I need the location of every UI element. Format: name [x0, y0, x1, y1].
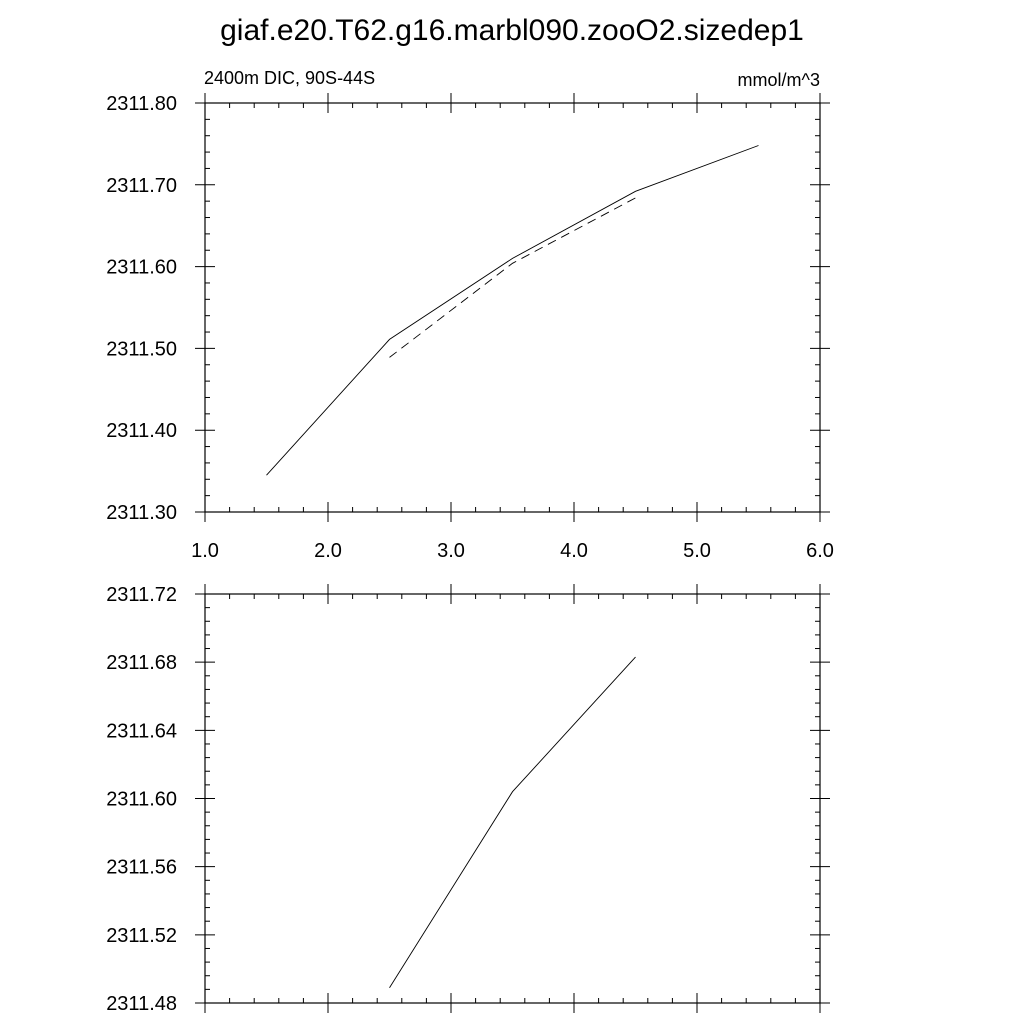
x-tick-label: 4.0: [560, 540, 588, 562]
x-tick-label: 2.0: [314, 540, 342, 562]
series-line-solid: [389, 656, 636, 988]
x-tick-label: 5.0: [683, 540, 711, 562]
y-tick-label: 2311.30: [106, 502, 177, 524]
y-tick-label: 2311.68: [106, 652, 177, 674]
panel-1-units-label: mmol/m^3: [738, 70, 820, 90]
x-tick-label: 1.0: [191, 540, 219, 562]
panel-1-plot: 1.0 2.0 3.0 4.0 5.0 6.0 2311.30 2311.40 2311.50 2…: [106, 93, 834, 562]
y-tick-label: 2311.72: [106, 584, 177, 606]
x-tick-label: 6.0: [806, 540, 834, 562]
y-tick-label: 2311.60: [106, 257, 177, 279]
y-tick-label: 2311.64: [106, 720, 177, 742]
panel-1-left-label: 2400m DIC, 90S-44S: [204, 68, 375, 88]
plot-frame: [204, 593, 821, 1004]
y-tick-label: 2311.60: [106, 789, 177, 811]
series-line-dashed: [389, 197, 636, 358]
y-tick-label: 2311.48: [106, 993, 177, 1015]
panel-2-plot: 2311.48 2311.52 2311.56 2311.60 2311.64 2311.…: [106, 584, 830, 1015]
x-tick-label: 3.0: [437, 540, 465, 562]
y-tick-label: 2311.52: [106, 925, 177, 947]
y-tick-label: 2311.80: [106, 93, 177, 115]
y-tick-label: 2311.70: [106, 175, 177, 197]
y-tick-label: 2311.50: [106, 338, 177, 360]
figure-title: giaf.e20.T62.g16.marbl090.zooO2.sizedep1: [220, 14, 804, 47]
y-tick-label: 2311.40: [106, 420, 177, 442]
plot-frame: [204, 102, 821, 513]
series-line-solid: [266, 145, 759, 476]
y-tick-label: 2311.56: [106, 857, 177, 879]
